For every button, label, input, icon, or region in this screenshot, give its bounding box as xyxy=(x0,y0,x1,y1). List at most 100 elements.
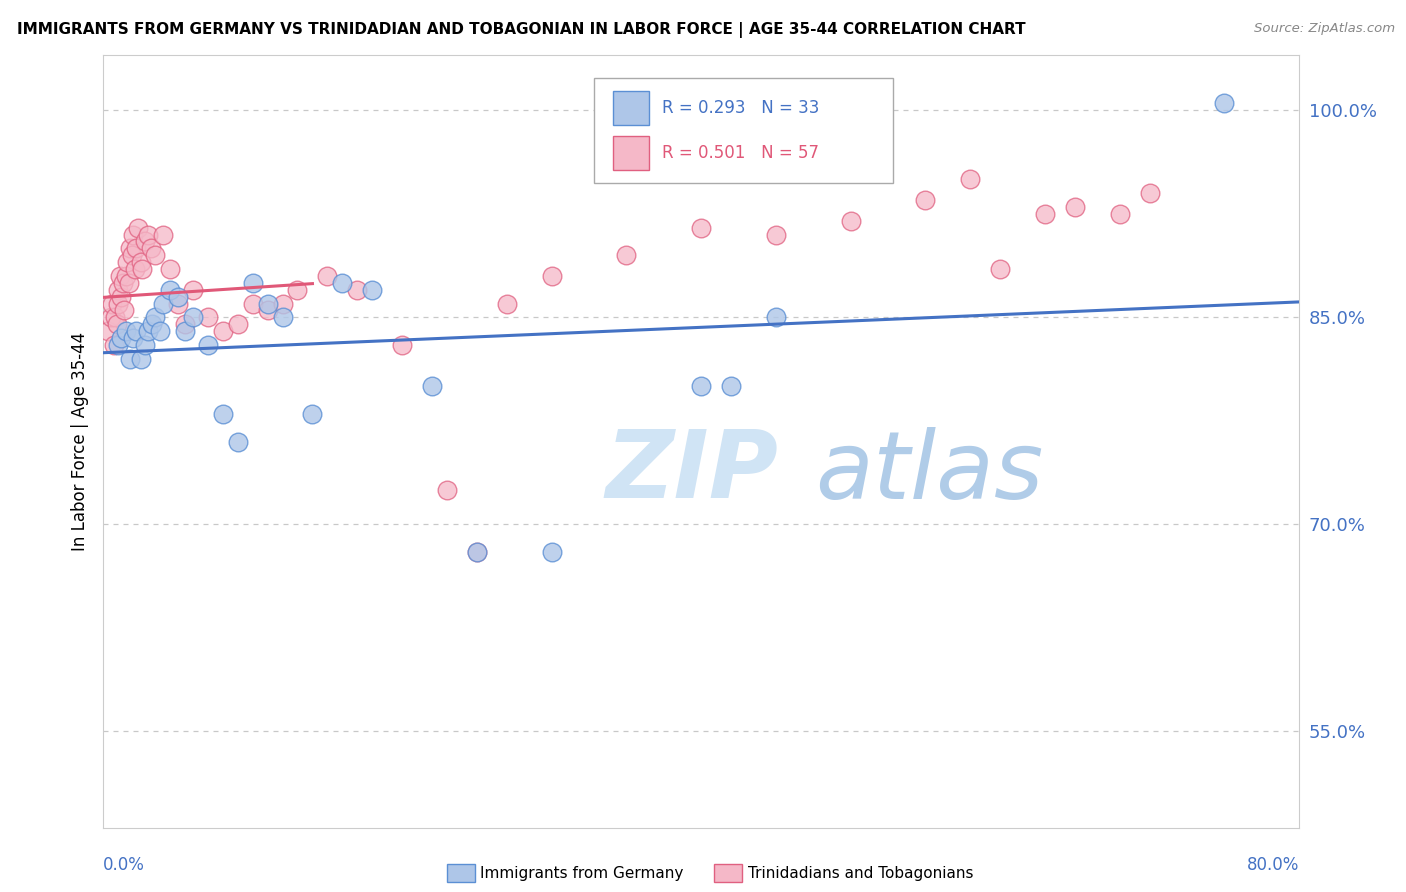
Point xyxy=(149,324,172,338)
Y-axis label: In Labor Force | Age 35-44: In Labor Force | Age 35-44 xyxy=(72,332,89,551)
Text: ZIP: ZIP xyxy=(606,426,779,518)
Point xyxy=(108,268,131,283)
Point xyxy=(174,317,197,331)
Point xyxy=(197,338,219,352)
Point xyxy=(242,296,264,310)
Point xyxy=(690,379,713,393)
Point xyxy=(839,213,862,227)
Point xyxy=(690,220,713,235)
Point xyxy=(125,241,148,255)
Point xyxy=(540,268,562,283)
Text: R = 0.501   N = 57: R = 0.501 N = 57 xyxy=(662,145,818,162)
Point xyxy=(97,324,120,338)
Point xyxy=(124,262,146,277)
Point xyxy=(159,283,181,297)
Point xyxy=(436,483,458,497)
Point xyxy=(114,324,136,338)
Point xyxy=(316,268,339,283)
Point xyxy=(765,227,787,242)
Text: atlas: atlas xyxy=(815,427,1043,518)
Point xyxy=(104,310,127,325)
Point xyxy=(226,434,249,449)
Point xyxy=(720,379,742,393)
Point xyxy=(1033,207,1056,221)
FancyBboxPatch shape xyxy=(593,78,893,183)
Point xyxy=(145,248,167,262)
Point xyxy=(465,545,488,559)
Point xyxy=(167,296,190,310)
Point xyxy=(211,324,233,338)
Point xyxy=(129,351,152,366)
Point xyxy=(1064,200,1087,214)
Point xyxy=(330,276,353,290)
Point xyxy=(181,310,204,325)
Point xyxy=(122,331,145,345)
Text: R = 0.293   N = 33: R = 0.293 N = 33 xyxy=(662,100,820,118)
Point xyxy=(152,227,174,242)
Point xyxy=(100,310,122,325)
Point xyxy=(914,193,936,207)
Point xyxy=(271,310,294,325)
Point xyxy=(988,262,1011,277)
Point xyxy=(117,276,139,290)
Point xyxy=(129,255,152,269)
Point xyxy=(145,310,167,325)
Point xyxy=(107,338,129,352)
Text: 80.0%: 80.0% xyxy=(1247,855,1299,873)
Point xyxy=(152,296,174,310)
Point xyxy=(346,283,368,297)
Point xyxy=(110,331,132,345)
Text: IMMIGRANTS FROM GERMANY VS TRINIDADIAN AND TOBAGONIAN IN LABOR FORCE | AGE 35-44: IMMIGRANTS FROM GERMANY VS TRINIDADIAN A… xyxy=(17,22,1025,38)
Point xyxy=(122,227,145,242)
Point xyxy=(159,262,181,277)
Point xyxy=(167,290,190,304)
Point xyxy=(107,296,129,310)
Point xyxy=(256,303,278,318)
Point xyxy=(391,338,413,352)
Text: 0.0%: 0.0% xyxy=(103,855,145,873)
Point xyxy=(242,276,264,290)
Point xyxy=(1213,96,1236,111)
Point xyxy=(121,248,143,262)
Point xyxy=(118,241,141,255)
Point xyxy=(134,235,156,249)
Point xyxy=(114,268,136,283)
Point xyxy=(271,296,294,310)
Point xyxy=(131,262,153,277)
Point xyxy=(134,338,156,352)
Point xyxy=(1108,207,1130,221)
Point xyxy=(127,220,149,235)
Point xyxy=(112,303,135,318)
Point xyxy=(420,379,443,393)
Point xyxy=(181,283,204,297)
Point xyxy=(211,407,233,421)
Point xyxy=(226,317,249,331)
Point xyxy=(139,241,162,255)
Point xyxy=(287,283,309,297)
FancyBboxPatch shape xyxy=(613,92,648,126)
Point xyxy=(616,248,638,262)
Point xyxy=(125,324,148,338)
Point xyxy=(959,172,981,186)
Text: Source: ZipAtlas.com: Source: ZipAtlas.com xyxy=(1254,22,1395,36)
Point xyxy=(465,545,488,559)
Point xyxy=(107,283,129,297)
Point xyxy=(118,351,141,366)
Point xyxy=(301,407,323,421)
Point xyxy=(540,545,562,559)
Point xyxy=(103,338,125,352)
Point xyxy=(111,276,134,290)
Point xyxy=(115,255,138,269)
Point xyxy=(136,227,159,242)
Text: Immigrants from Germany: Immigrants from Germany xyxy=(481,866,683,880)
Point xyxy=(256,296,278,310)
Point xyxy=(101,296,124,310)
Point xyxy=(141,317,163,331)
Point xyxy=(105,317,128,331)
Point xyxy=(110,290,132,304)
Text: Trinidadians and Tobagonians: Trinidadians and Tobagonians xyxy=(748,866,973,880)
Point xyxy=(174,324,197,338)
Point xyxy=(495,296,517,310)
Point xyxy=(1139,186,1161,201)
Point xyxy=(361,283,384,297)
